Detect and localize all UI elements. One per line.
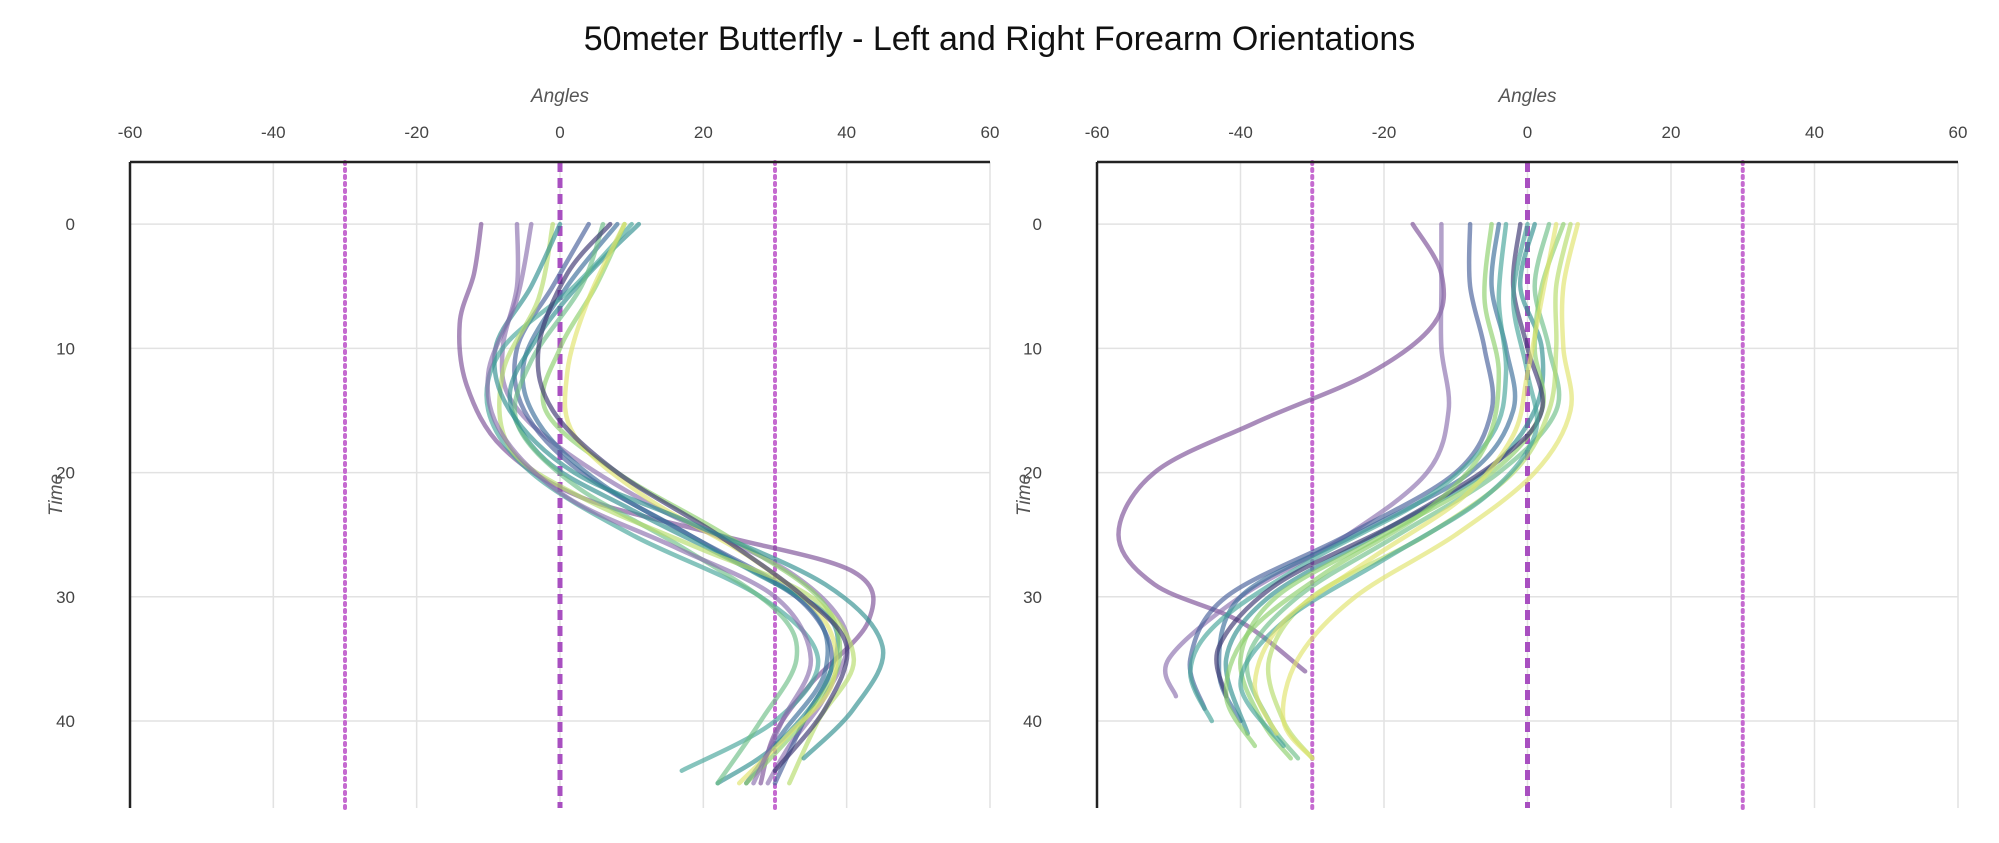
- x-axis-label: Angles: [1497, 86, 1557, 107]
- series-line: [485, 221, 814, 786]
- y-tick-label: 30: [1023, 588, 1042, 607]
- y-tick-label: 40: [56, 712, 75, 731]
- x-tick-label: 20: [1662, 123, 1681, 142]
- series-line: [535, 221, 850, 773]
- y-tick-label: 0: [66, 215, 75, 234]
- y-axis-label: Time: [46, 474, 67, 516]
- series-line: [1244, 221, 1562, 761]
- x-tick-label: -20: [1372, 123, 1397, 142]
- series-line: [507, 221, 841, 786]
- y-tick-label: 30: [56, 588, 75, 607]
- series-line: [484, 221, 821, 773]
- y-tick-label: 10: [1023, 339, 1042, 358]
- y-tick-label: 40: [1023, 712, 1042, 731]
- series-line: [1280, 221, 1580, 761]
- y-axis-label: Time: [1014, 474, 1035, 516]
- chart-panel-1: -60 -40 -20 0 20 40 60 0 10 20 30 40 Angles Time: [46, 86, 1000, 810]
- x-tick-label: 60: [1949, 123, 1968, 142]
- series-line: [1223, 221, 1502, 749]
- x-tick-label: -40: [261, 123, 286, 142]
- x-tick-label: -20: [404, 123, 429, 142]
- chart-title: 50meter Butterfly - Left and Right Forea…: [583, 20, 1416, 58]
- y-tick-label: 0: [1033, 215, 1042, 234]
- x-tick-label: 60: [981, 123, 1000, 142]
- x-tick-label: 0: [1523, 123, 1532, 142]
- x-tick-label: -60: [118, 123, 143, 142]
- y-tick-label: 10: [56, 339, 75, 358]
- series-line: [1162, 221, 1452, 699]
- x-tick-label: 40: [837, 123, 856, 142]
- y-tick-label: 20: [56, 464, 75, 483]
- x-tick-label: -40: [1228, 123, 1253, 142]
- x-tick-label: -60: [1085, 123, 1110, 142]
- series-line: [1252, 221, 1559, 736]
- x-tick-label: 0: [555, 123, 564, 142]
- series-line: [1187, 221, 1496, 711]
- series-line: [520, 221, 831, 786]
- x-axis-label: Angles: [530, 86, 590, 107]
- series-line: [497, 221, 857, 786]
- x-tick-label: 20: [694, 123, 713, 142]
- series-line: [1238, 221, 1540, 749]
- chart-panel-2: -60 -40 -20 0 20 40 60 0 10 20 30 40 Angles Time: [1014, 86, 1968, 810]
- x-tick-label: 40: [1805, 123, 1824, 142]
- series-line: [1188, 221, 1509, 724]
- y-tick-label: 20: [1023, 464, 1042, 483]
- series-line: [1214, 221, 1545, 699]
